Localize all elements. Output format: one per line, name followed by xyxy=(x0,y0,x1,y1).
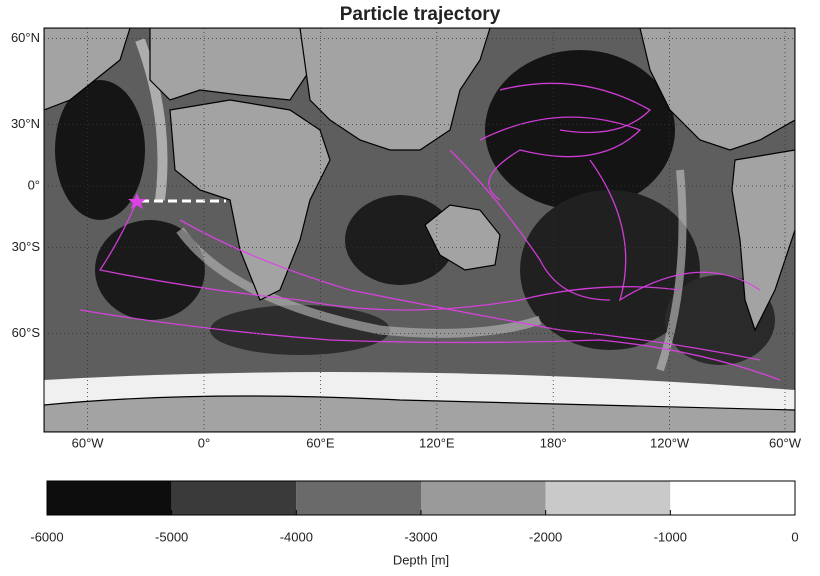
map-area xyxy=(44,28,795,432)
colorbar-bin xyxy=(545,481,671,515)
lon-tick-label: 60°W xyxy=(72,435,105,450)
lon-tick-label: 60°W xyxy=(769,435,802,450)
land xyxy=(44,28,795,432)
lat-tick-label: 60°N xyxy=(11,30,40,45)
trajectories xyxy=(79,82,781,381)
colorbar-tick-label: -1000 xyxy=(654,529,687,544)
lon-tick-label: 60°E xyxy=(306,435,335,450)
colorbar-bin xyxy=(670,481,795,515)
colorbar-tick-label: -2000 xyxy=(529,529,562,544)
lon-tick-label: 0° xyxy=(198,435,210,450)
colorbar-tick-label: 0 xyxy=(791,529,798,544)
colorbar-bin xyxy=(47,481,172,515)
colorbar-bin xyxy=(421,481,546,515)
lon-tick-label: 180° xyxy=(540,435,567,450)
colorbar-tick-label: -5000 xyxy=(155,529,188,544)
colorbar xyxy=(46,481,796,515)
lat-tick-label: 30°S xyxy=(12,239,41,254)
colorbar-bin xyxy=(171,481,297,515)
colorbar-tick-label: -3000 xyxy=(404,529,437,544)
release-star xyxy=(128,193,146,209)
bathymetry xyxy=(44,38,795,432)
colorbar-label: Depth [m] xyxy=(393,552,449,567)
lon-tick-label: 120°E xyxy=(419,435,455,450)
graticule xyxy=(44,28,795,432)
map-frame xyxy=(43,27,796,433)
colorbar-bin xyxy=(296,481,421,515)
lat-tick-label: 30°N xyxy=(11,116,40,131)
title: Particle trajectory xyxy=(340,4,501,25)
lat-tick-label: 60°S xyxy=(12,325,41,340)
colorbar-frame xyxy=(46,480,796,516)
lat-tick-label: 0° xyxy=(28,177,40,192)
colorbar-tick-label: -4000 xyxy=(280,529,313,544)
lon-tick-label: 120°W xyxy=(650,435,690,450)
colorbar-tick-label: -6000 xyxy=(30,529,63,544)
